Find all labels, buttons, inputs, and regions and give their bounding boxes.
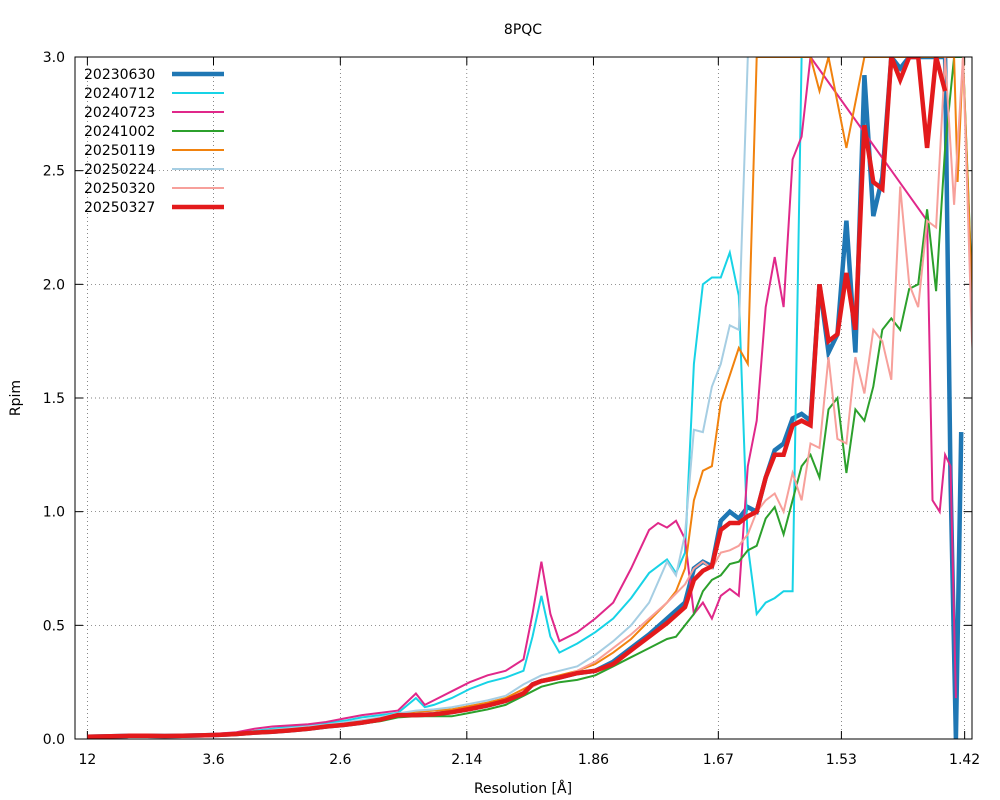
x-axis-ticks: 12 3.6 2.6 2.14 1.86 1.67 1.53 1.42 [78, 57, 980, 768]
series-line-20240723 [87, 57, 957, 738]
x-tick-label: 3.6 [202, 752, 224, 768]
legend-label: 20241002 [84, 124, 155, 140]
legend: 20230630 20240712 20240723 20241002 20250119… [84, 67, 224, 216]
y-tick-label: 2.0 [43, 277, 65, 293]
legend-label: 20240712 [84, 86, 155, 102]
series-lines [87, 57, 972, 739]
x-tick-label: 1.42 [949, 752, 980, 768]
y-tick-label: 1.5 [43, 391, 65, 407]
legend-label: 20250224 [84, 162, 155, 178]
x-tick-label: 1.86 [578, 752, 609, 768]
legend-label: 20230630 [84, 67, 155, 83]
plot-frame [74, 56, 973, 740]
legend-label: 20250327 [84, 200, 155, 216]
y-axis-label: Rpim [8, 380, 24, 416]
x-tick-label: 2.6 [329, 752, 351, 768]
y-tick-label: 2.5 [43, 164, 65, 180]
legend-label: 20250119 [84, 143, 155, 159]
series-line-20240712 [87, 57, 803, 738]
series-line-20250327 [87, 57, 948, 739]
y-tick-label: 0.0 [43, 732, 65, 748]
y-tick-label: 0.5 [43, 618, 65, 634]
x-tick-label: 1.53 [826, 752, 857, 768]
series-line-20230630 [87, 57, 964, 739]
chart-title: 8PQC [504, 22, 542, 38]
legend-label: 20250320 [84, 181, 155, 197]
y-axis-ticks: 0.0 0.5 1.0 1.5 2.0 2.5 3.0 [43, 50, 972, 748]
x-axis-label: Resolution [Å] [474, 780, 572, 797]
x-tick-label: 12 [78, 752, 96, 768]
y-tick-label: 3.0 [43, 50, 65, 66]
x-tick-label: 1.67 [703, 752, 734, 768]
legend-label: 20240723 [84, 105, 155, 121]
grid [75, 57, 972, 739]
y-tick-label: 1.0 [43, 505, 65, 521]
x-tick-label: 2.14 [451, 752, 482, 768]
